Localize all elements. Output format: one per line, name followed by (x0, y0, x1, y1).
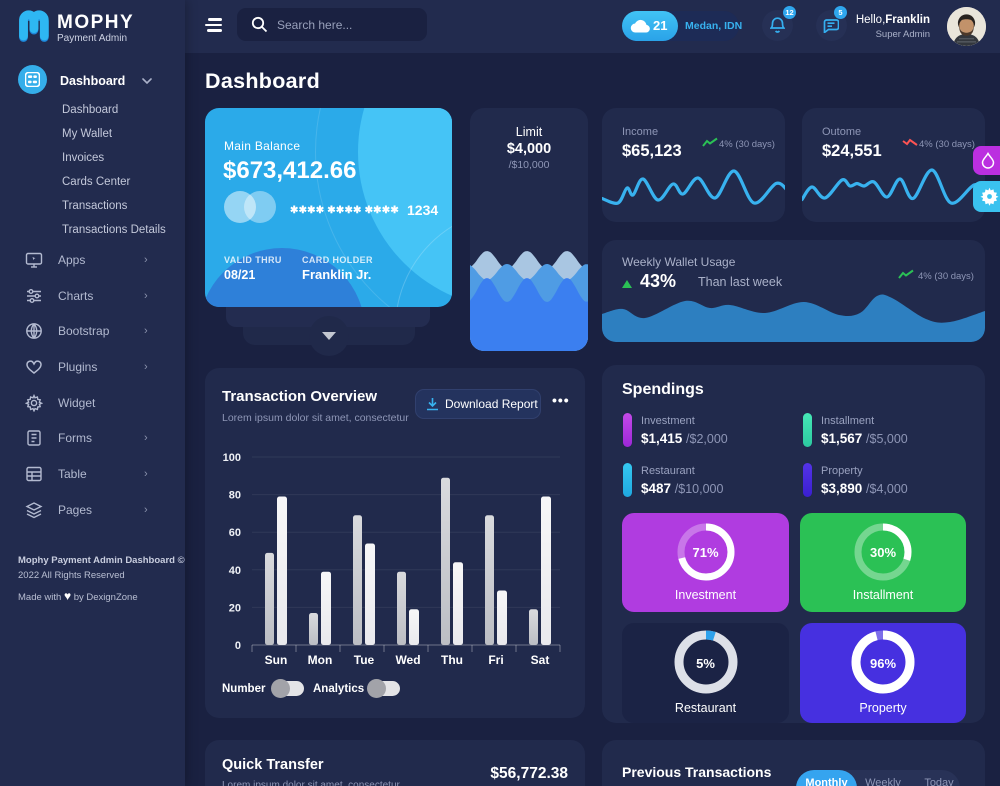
svg-text:Fri: Fri (488, 653, 503, 667)
svg-text:Tue: Tue (354, 653, 375, 667)
svg-text:Thu: Thu (441, 653, 463, 667)
svg-text:0: 0 (235, 640, 241, 652)
svg-text:Sat: Sat (531, 653, 550, 667)
svg-text:Wed: Wed (395, 653, 420, 667)
svg-text:100: 100 (223, 452, 241, 464)
svg-text:Mon: Mon (308, 653, 333, 667)
svg-text:Sun: Sun (265, 653, 288, 667)
svg-text:20: 20 (229, 602, 241, 614)
svg-text:80: 80 (229, 490, 241, 502)
svg-text:60: 60 (229, 527, 241, 539)
svg-text:40: 40 (229, 565, 241, 577)
